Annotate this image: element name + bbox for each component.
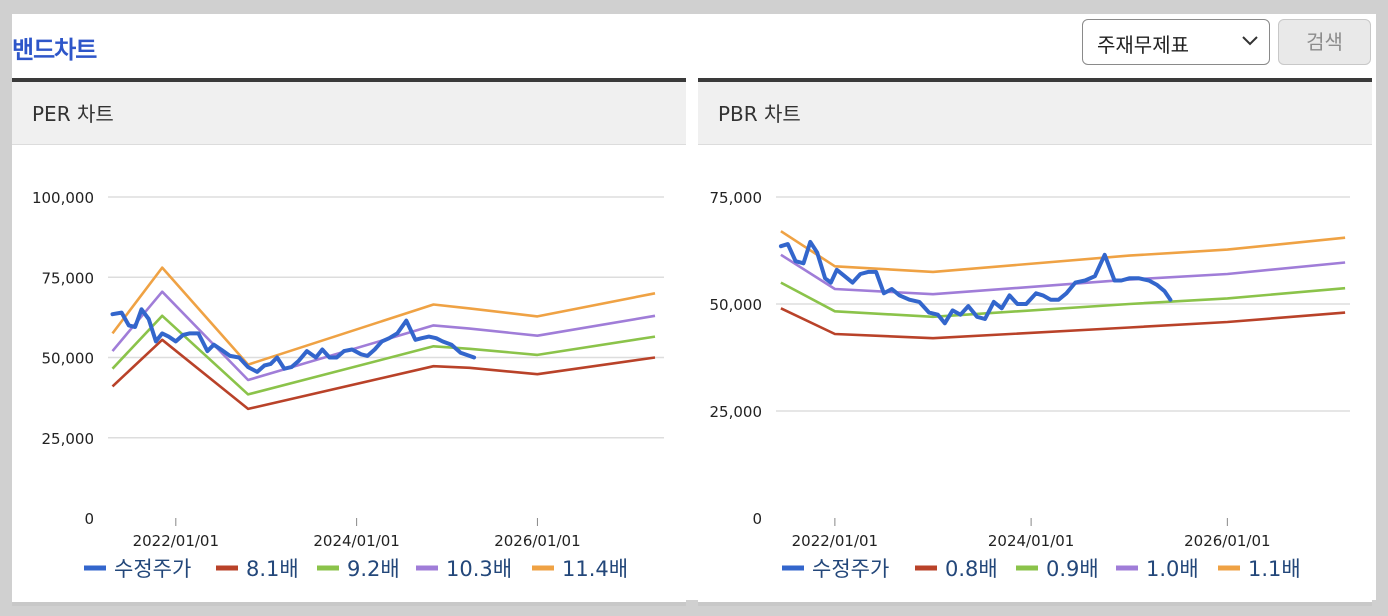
price-line <box>110 307 477 374</box>
x-tick-label: 2022/01/01 <box>133 532 219 550</box>
legend-label: 수정주가 <box>812 557 889 581</box>
band-line-4 <box>780 230 1346 274</box>
x-tick-label: 2026/01/01 <box>494 532 580 550</box>
pbr-chart: 0 25,000 50,000 75,000 2022/01/01 2024/01/01 2… <box>710 189 1350 581</box>
legend-label: 10.3배 <box>446 557 512 581</box>
band-line-3 <box>111 290 656 382</box>
band-line-2 <box>111 314 656 396</box>
legend-label: 0.8배 <box>945 557 998 581</box>
y-tick-label: 75,000 <box>42 269 95 287</box>
per-chart-title: PER 차트 <box>12 82 686 145</box>
search-button[interactable]: 검색 <box>1278 19 1371 65</box>
pbr-chart-title: PBR 차트 <box>698 82 1372 145</box>
legend-label: 1.0배 <box>1146 557 1199 581</box>
y-tick-label: 0 <box>752 510 762 528</box>
legend-label: 8.1배 <box>246 557 299 581</box>
y-tick-label: 50,000 <box>710 296 763 314</box>
y-tick-label: 75,000 <box>710 189 763 207</box>
per-chart: 0 25,000 50,000 75,000 100,000 2022/01/01 2024… <box>32 189 664 581</box>
band-line-4 <box>111 266 656 366</box>
price-line <box>778 239 1173 326</box>
y-tick-label: 100,000 <box>32 189 94 207</box>
x-tick-label: 2024/01/01 <box>988 532 1074 550</box>
y-tick-label: 50,000 <box>42 350 95 368</box>
panel-bottom-border <box>698 602 1372 606</box>
x-tick-label: 2024/01/01 <box>313 532 399 550</box>
x-tick-label: 2022/01/01 <box>792 532 878 550</box>
legend-label: 수정주가 <box>114 557 191 581</box>
band-line-2 <box>780 281 1346 319</box>
y-tick-label: 0 <box>84 510 94 528</box>
page-title: 밴드차트 <box>12 36 97 64</box>
x-tick-label: 2026/01/01 <box>1184 532 1270 550</box>
per-chart-panel: PER 차트 0 25,000 50,000 75,000 100,000 2022/01… <box>12 78 686 606</box>
y-tick-label: 25,000 <box>710 403 763 421</box>
legend-label: 9.2배 <box>347 557 400 581</box>
pbr-chart-panel: PBR 차트 0 25,000 50,000 75,000 2022/01/01 2024… <box>698 78 1372 606</box>
band-line-1 <box>111 338 656 411</box>
select-value: 주재무제표 <box>1097 33 1189 57</box>
legend-label: 1.1배 <box>1248 557 1301 581</box>
y-tick-label: 25,000 <box>42 430 95 448</box>
band-line-3 <box>780 253 1346 296</box>
legend-label: 0.9배 <box>1046 557 1099 581</box>
chevron-down-icon <box>1242 36 1258 46</box>
statement-type-select[interactable]: 주재무제표 <box>1082 19 1270 65</box>
panel-bottom-border <box>12 602 686 606</box>
band-line-1 <box>780 307 1346 340</box>
legend-label: 11.4배 <box>562 557 628 581</box>
